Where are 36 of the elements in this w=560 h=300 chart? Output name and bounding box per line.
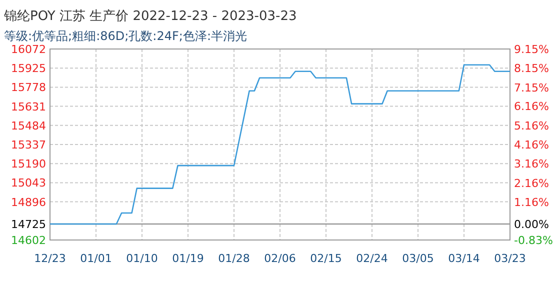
y2-tick-label: 4.16% xyxy=(514,138,549,152)
chart-subtitle: 等级:优等品;粗细:86D;孔数:24F;色泽:半消光 xyxy=(4,29,247,43)
x-tick-label: 03/23 xyxy=(494,252,526,265)
y2-tick-label: 3.16% xyxy=(514,158,549,171)
y2-tick-label: 1.16% xyxy=(514,196,549,209)
y-tick-label: 16072 xyxy=(11,43,46,56)
y-tick-label: 15337 xyxy=(11,138,46,152)
x-tick-label: 12/23 xyxy=(34,252,66,265)
x-tick-label: 01/10 xyxy=(126,252,158,265)
y2-tick-label: 6.16% xyxy=(514,100,549,114)
y-tick-label: 15925 xyxy=(11,62,46,76)
line-series xyxy=(49,64,511,225)
x-tick-label: 01/19 xyxy=(172,252,204,265)
x-tick-label: 01/01 xyxy=(80,252,112,265)
y-tick-label: 14602 xyxy=(11,234,46,247)
y2-tick-label: 9.15% xyxy=(514,43,549,56)
x-tick-label: 01/28 xyxy=(218,252,250,265)
y-tick-label: 15043 xyxy=(11,176,46,190)
y2-tick-label: 0.00% xyxy=(514,218,549,232)
x-tick-label: 03/05 xyxy=(402,252,434,265)
x-tick-label: 03/14 xyxy=(448,252,480,265)
y-tick-label: 15484 xyxy=(11,119,46,132)
y-tick-label: 15778 xyxy=(11,81,46,94)
chart-title: 锦纶POY 江苏 生产价 2022-12-23 - 2023-03-23 xyxy=(3,9,297,24)
y2-tick-label: 7.15% xyxy=(514,81,549,94)
y2-tick-label: -0.83% xyxy=(514,234,553,247)
x-tick-label: 02/15 xyxy=(310,252,342,265)
y-tick-label: 14896 xyxy=(11,196,46,209)
y2-tick-label: 5.16% xyxy=(514,119,549,132)
y2-tick-label: 8.15% xyxy=(514,62,549,76)
y-tick-label: 14725 xyxy=(11,218,46,232)
y-tick-label: 15631 xyxy=(11,100,46,114)
y-tick-label: 15190 xyxy=(11,158,46,171)
y2-tick-label: 2.16% xyxy=(514,176,549,190)
x-tick-label: 02/24 xyxy=(356,252,388,265)
x-tick-label: 02/06 xyxy=(264,252,296,265)
